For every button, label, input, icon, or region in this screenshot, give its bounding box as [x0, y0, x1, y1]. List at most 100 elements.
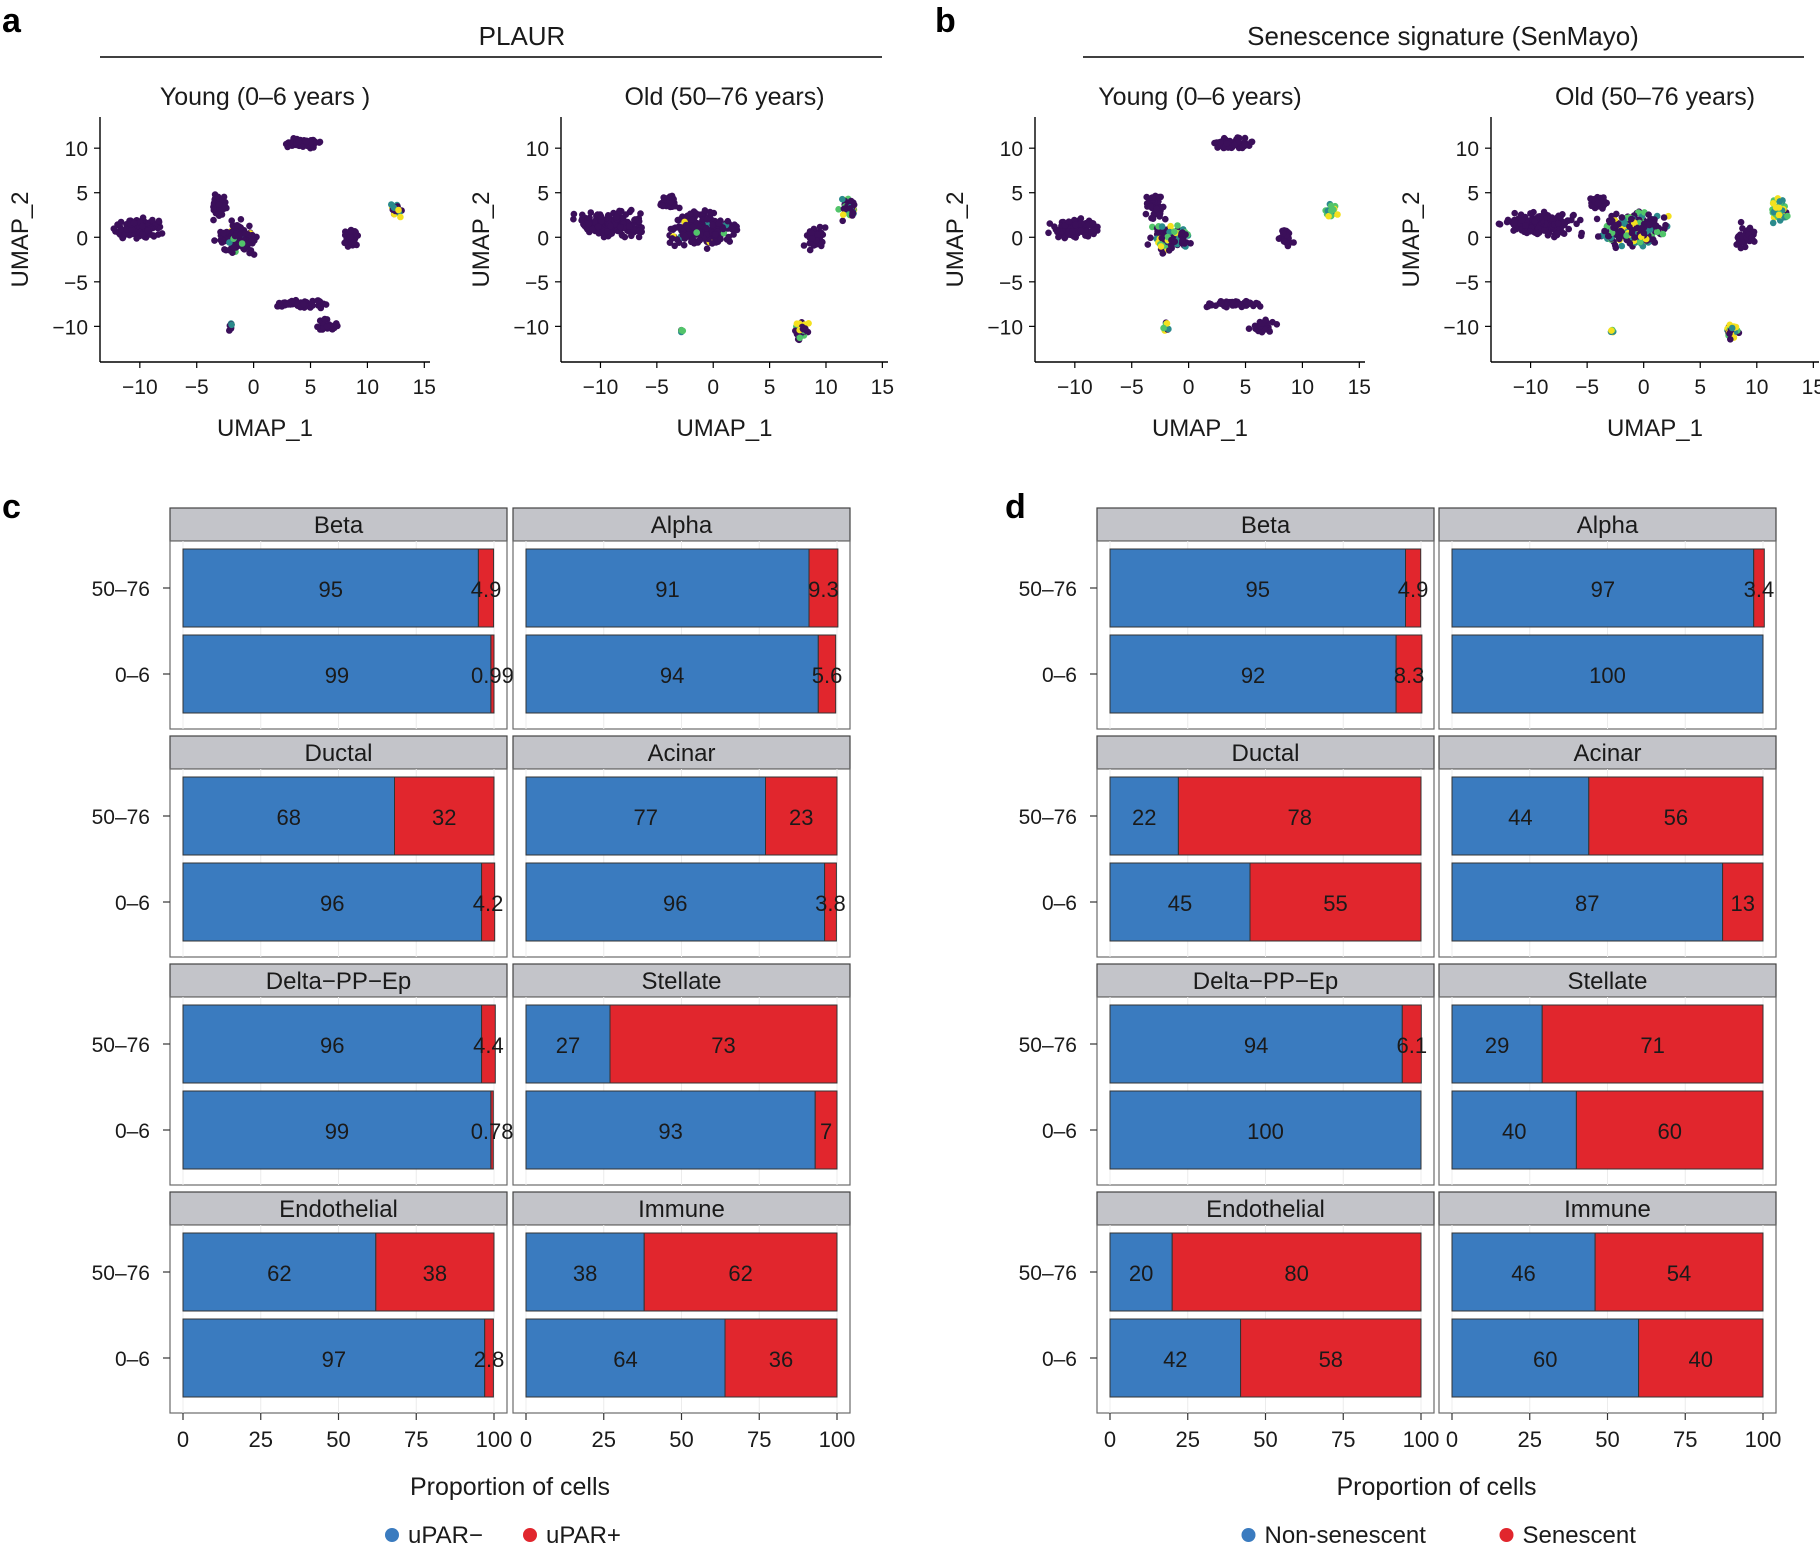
bar-negative — [525, 776, 766, 856]
umap-point — [1090, 227, 1097, 234]
umap-x-tick-label: 5 — [1694, 376, 1706, 399]
umap-point — [315, 139, 323, 146]
bar-label-positive: 38 — [423, 1261, 447, 1286]
umap-y-tick-label: −10 — [52, 316, 88, 339]
umap-point — [818, 238, 826, 246]
umap-point — [1254, 300, 1262, 308]
umap-point — [617, 224, 624, 231]
facet-title: Alpha — [1577, 512, 1639, 539]
bar-label-positive: 7 — [820, 1119, 832, 1144]
facet-alpha: Alpha 91 9.3 94 5.6 — [512, 507, 851, 730]
umap-point — [230, 244, 238, 251]
umap-x-label: UMAP_1 — [676, 415, 772, 442]
umap-x-tick-label: −10 — [1513, 376, 1549, 399]
bar-label-negative: 97 — [322, 1347, 346, 1372]
umap-point — [1628, 215, 1635, 223]
umap-points — [570, 192, 858, 344]
bar-label-negative: 42 — [1163, 1347, 1187, 1372]
bar-label-negative: 94 — [1244, 1033, 1268, 1058]
umap-point — [659, 202, 667, 210]
bar-negative — [182, 862, 483, 942]
umap-point — [1518, 217, 1526, 224]
bar-label-negative: 40 — [1502, 1119, 1526, 1144]
facet-acinar: Acinar 44 56 87 13 — [1438, 735, 1777, 958]
umap-point — [730, 231, 737, 238]
bar-negative — [1109, 776, 1179, 856]
umap-point — [689, 236, 697, 244]
facet-alpha: Alpha 97 3.4 100 — [1438, 507, 1777, 730]
bar-positive — [375, 1232, 495, 1312]
umap-y-tick-label: 5 — [1467, 183, 1479, 206]
umap-point — [1604, 232, 1612, 240]
facet-delta-pp-ep: Delta−PP−Ep 96 4.4 50–76 99 0.78 0–6 — [92, 963, 514, 1186]
x-tick-label: 75 — [404, 1427, 428, 1452]
umap-point — [117, 218, 125, 226]
x-axis-title: Proportion of cells — [1336, 1473, 1536, 1501]
umap-point — [1174, 222, 1181, 229]
bar-label-positive: 13 — [1731, 891, 1755, 916]
facet-ductal: Ductal 68 32 50–76 96 4.2 0–6 — [92, 735, 508, 958]
umap-point — [1640, 229, 1648, 237]
umap-point — [1142, 210, 1150, 218]
bar-positive — [490, 634, 495, 714]
bar-chart-panel-c: Beta 95 4.9 50–76 99 0.99 0–6 Alpha 91 9.3 94 5.6 Du… — [92, 507, 855, 1549]
umap-point — [1157, 243, 1165, 250]
umap-x-tick-label: 10 — [1745, 376, 1768, 399]
umap-point — [816, 223, 824, 231]
facet-title: Endothelial — [279, 1196, 398, 1223]
umap-point — [1217, 300, 1225, 308]
umap-point — [687, 210, 694, 218]
umap-point — [1167, 222, 1174, 230]
umap-point — [1659, 230, 1667, 238]
row-age-label: 0–6 — [1042, 1348, 1077, 1371]
umap-point — [1737, 218, 1745, 226]
bar-label-positive: 73 — [711, 1033, 735, 1058]
legend-swatch — [1499, 1528, 1514, 1542]
umap-point — [395, 206, 402, 214]
umap-point — [696, 237, 703, 244]
umap-point — [1616, 235, 1623, 243]
bar-label-positive: 40 — [1689, 1347, 1713, 1372]
umap-point — [1540, 227, 1548, 234]
bar-positive — [1401, 1004, 1422, 1084]
umap-plot-3: Young (0–6 years) −10 −5 0 5 10 15 10 5 0 −5 −10 UMA… — [942, 83, 1371, 442]
umap-point — [117, 226, 125, 233]
umap-point — [1325, 212, 1332, 220]
facet-endothelial: Endothelial 62 38 50–76 97 2.8 0–6 0 25 50 75 100 — [92, 1191, 512, 1452]
umap-point — [1608, 327, 1615, 334]
bar-label-negative: 62 — [267, 1261, 291, 1286]
umap-point — [275, 299, 283, 307]
umap-point — [218, 211, 226, 218]
umap-point — [133, 235, 140, 242]
umap-point — [246, 222, 253, 230]
umap-y-tick-label: 10 — [1456, 138, 1479, 161]
legend-label: uPAR− — [408, 1522, 483, 1549]
umap-x-tick-label: −5 — [645, 376, 669, 399]
umap-x-tick-label: −10 — [1057, 376, 1093, 399]
umap-point — [1223, 140, 1231, 147]
x-tick-label: 50 — [326, 1427, 350, 1452]
x-tick-label: 75 — [1331, 1427, 1355, 1452]
umap-point — [226, 239, 233, 246]
umap-point — [350, 239, 358, 246]
umap-point — [1556, 213, 1564, 221]
bar-positive — [477, 548, 495, 628]
umap-point — [1662, 221, 1669, 229]
umap-x-tick-label: 0 — [1183, 376, 1195, 399]
umap-point — [1055, 233, 1062, 241]
umap-point — [839, 195, 846, 203]
umap-point — [231, 232, 239, 240]
facet-title: Stellate — [1567, 968, 1647, 995]
facet-beta: Beta 95 4.9 50–76 99 0.99 0–6 — [92, 507, 514, 730]
umap-point — [1628, 229, 1636, 237]
umap-point — [1147, 234, 1154, 242]
umap-point — [793, 320, 801, 328]
umap-point — [1772, 204, 1780, 211]
bar-negative — [525, 548, 810, 628]
panel-letter-d: d — [1005, 488, 1026, 526]
bar-positive — [1575, 1090, 1764, 1170]
umap-point — [712, 231, 719, 238]
umap-point — [800, 242, 808, 249]
umap-point — [1156, 210, 1164, 218]
umap-x-tick-label: 10 — [1291, 376, 1314, 399]
